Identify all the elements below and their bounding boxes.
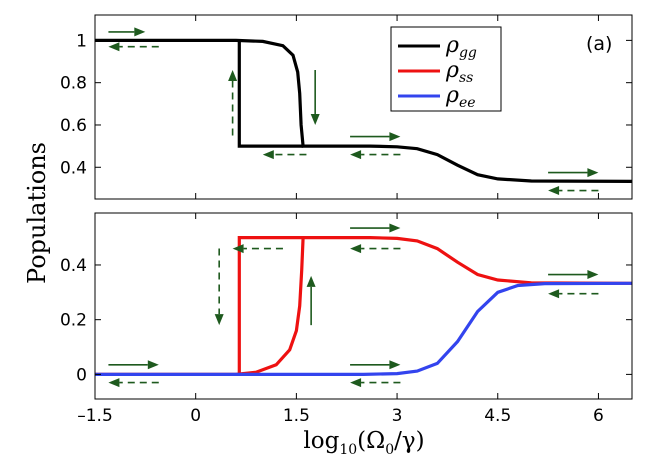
legend-entry-ss: ρss <box>398 58 473 86</box>
legend-label-ss: ρss <box>445 58 473 86</box>
xtick-label-5: 6 <box>593 406 604 426</box>
bot-arrow-5 <box>350 360 401 370</box>
bot-arrow-7 <box>548 270 599 279</box>
top-ytick-label-2: 0.8 <box>60 74 87 94</box>
bot-arrow-head-6 <box>350 378 362 388</box>
xtick-label-0: –1.5 <box>77 406 113 426</box>
bot-arrow-head-8 <box>548 289 560 299</box>
legend-label-ee: ρee <box>445 83 476 111</box>
top-arrow-head-6 <box>548 186 560 195</box>
top-arrow-head-7 <box>228 70 238 81</box>
bot-arrow-6 <box>350 378 401 388</box>
bot-arrow-head-0 <box>147 360 159 370</box>
top-arrows <box>108 27 599 195</box>
top-arrow-8 <box>310 69 320 125</box>
bottom-x-ticks: –1.5 0 1.5 3 4.5 6 <box>77 213 604 426</box>
legend-entry-gg: ρgg <box>398 33 477 61</box>
xtick-label-2: 1.5 <box>283 406 310 426</box>
top-arrow-5 <box>548 168 599 178</box>
top-arrow-head-4 <box>350 150 362 160</box>
legend-sub-ss: ss <box>459 70 473 86</box>
bottom-panel: 0 0.2 0.4 –1.5 0 1.5 3 4.5 6 <box>60 212 633 426</box>
xtick-label-4: 4.5 <box>484 406 511 426</box>
top-arrow-0 <box>108 27 146 37</box>
bot-series-0 <box>95 236 633 376</box>
legend-sub-ee: ee <box>459 95 476 111</box>
xtick-label-1: 0 <box>190 406 201 426</box>
bot-series-1 <box>237 236 304 375</box>
top-arrow-head-5 <box>587 168 599 178</box>
top-arrow-2 <box>262 150 307 160</box>
top-ytick-label-0: 0.4 <box>60 158 87 178</box>
top-arrow-6 <box>548 186 599 195</box>
bot-arrow-head-10 <box>306 275 316 287</box>
top-arrow-7 <box>228 70 238 136</box>
panel-label: (a) <box>586 33 612 55</box>
x-axis-label-omega: (Ω <box>357 428 385 454</box>
top-arrow-head-0 <box>134 27 146 37</box>
x-axis-label-sub10: 10 <box>339 442 357 458</box>
legend-sub-gg: gg <box>459 45 477 61</box>
bottom-arrows <box>108 223 599 388</box>
bot-arrow-head-3 <box>389 223 401 233</box>
bot-ytick-label-0: 0 <box>76 365 87 385</box>
legend-main-ss: ρ <box>445 58 459 83</box>
bottom-plot-frame <box>94 212 633 400</box>
bot-arrow-3 <box>350 223 401 233</box>
x-axis-label-log: log <box>303 428 339 454</box>
xtick-label-3: 3 <box>392 406 403 426</box>
top-y-ticks: 0.4 0.6 0.8 1 <box>60 31 632 178</box>
top-arrow-4 <box>350 150 401 160</box>
bot-arrow-head-2 <box>232 244 244 254</box>
legend-main-ee: ρ <box>445 83 459 108</box>
legend: ρgg ρss ρee <box>390 26 502 112</box>
bot-arrow-10 <box>306 275 316 326</box>
top-ytick-label-1: 0.6 <box>60 116 87 136</box>
bot-arrow-9 <box>214 248 224 326</box>
bot-arrow-head-7 <box>587 270 599 279</box>
top-panel: 0.40.60.81 (a) ρgg ρss ρee <box>60 14 633 200</box>
legend-label-gg: ρgg <box>445 33 477 61</box>
bot-ytick-label-2: 0.4 <box>60 256 87 276</box>
top-curves <box>95 38 633 183</box>
top-series-0 <box>95 38 633 183</box>
top-plot-frame <box>94 14 633 200</box>
y-axis-label: Populations <box>23 142 51 284</box>
bot-arrow-0 <box>108 360 159 370</box>
x-axis-label-sub0: 0 <box>385 442 394 458</box>
top-arrow-head-8 <box>310 114 320 125</box>
bot-arrow-head-9 <box>214 314 224 326</box>
bot-arrow-2 <box>232 244 283 254</box>
bot-arrow-head-1 <box>108 378 120 388</box>
legend-main-gg: ρ <box>445 33 459 58</box>
top-arrow-3 <box>350 132 401 142</box>
top-ytick-label-3: 1 <box>76 31 87 51</box>
x-axis-label-tail: /γ) <box>394 428 424 454</box>
bot-arrow-4 <box>350 244 401 254</box>
bot-arrow-8 <box>548 289 599 299</box>
bottom-y-ticks: 0 0.2 0.4 <box>60 256 632 385</box>
bot-arrow-head-4 <box>350 244 362 254</box>
top-arrow-head-2 <box>262 150 274 160</box>
legend-entry-ee: ρee <box>398 83 476 111</box>
bot-arrow-1 <box>108 378 159 388</box>
top-series-1 <box>237 40 304 148</box>
top-arrow-1 <box>108 42 159 52</box>
bot-ytick-label-1: 0.2 <box>60 311 87 331</box>
bot-series-2 <box>95 281 633 376</box>
x-axis-label: log10(Ω0/γ) <box>303 428 424 458</box>
top-arrow-head-3 <box>389 132 401 142</box>
bottom-curves <box>95 236 633 376</box>
bot-arrow-head-5 <box>389 360 401 370</box>
top-arrow-head-1 <box>108 42 120 52</box>
